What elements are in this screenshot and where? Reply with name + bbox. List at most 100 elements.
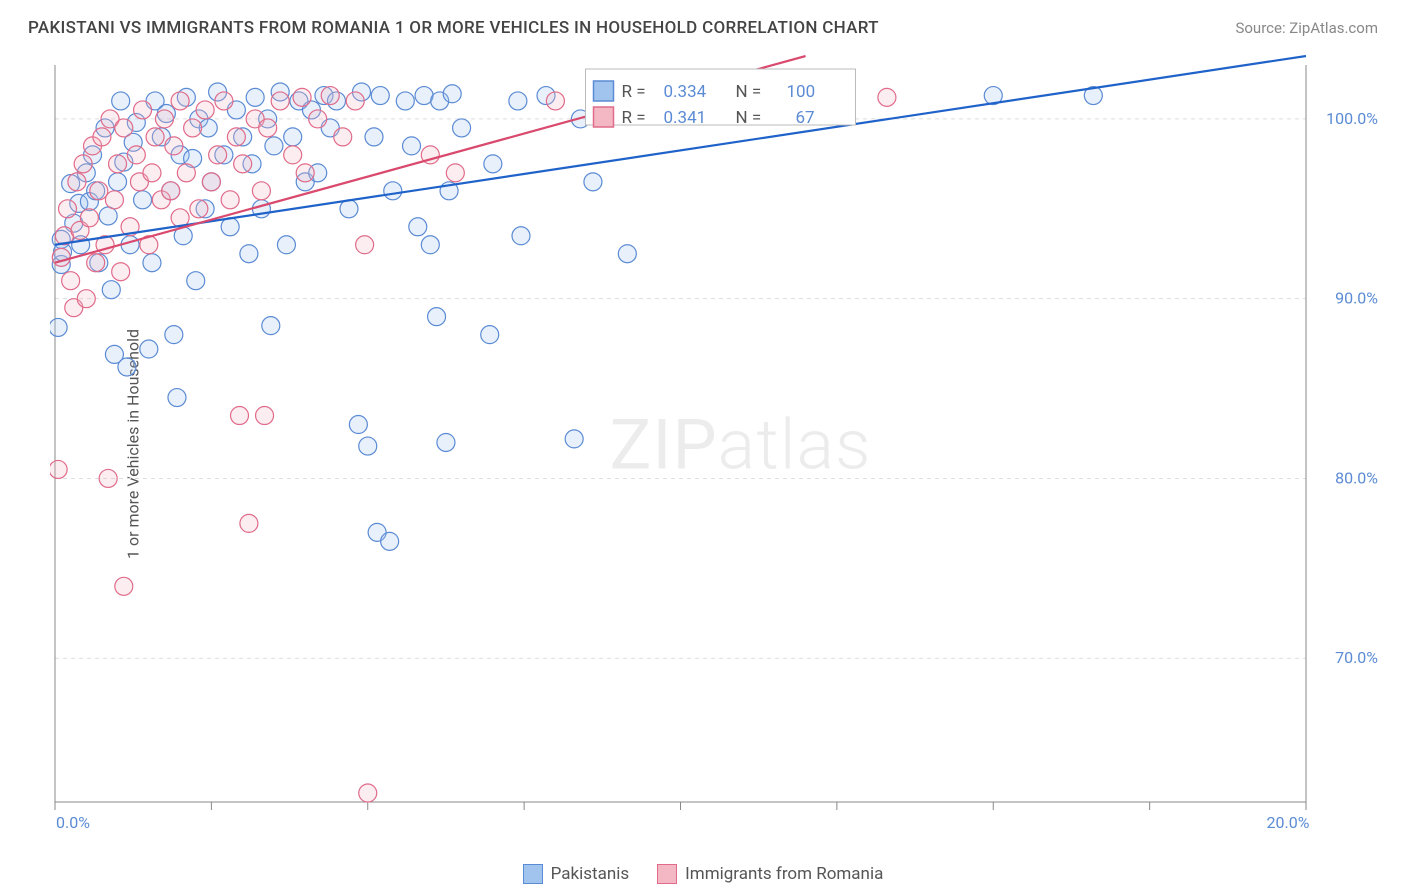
data-point	[146, 128, 164, 146]
data-point	[109, 155, 127, 173]
svg-text:0.0%: 0.0%	[56, 813, 90, 832]
data-point	[346, 92, 364, 110]
data-point	[140, 340, 158, 358]
data-point	[62, 272, 80, 290]
stats-swatch	[594, 81, 614, 101]
legend-item: Immigrants from Romania	[657, 864, 883, 884]
data-point	[90, 182, 108, 200]
data-point	[381, 532, 399, 550]
svg-text:R =: R =	[622, 82, 646, 102]
data-point	[265, 137, 283, 155]
data-point	[168, 389, 186, 407]
chart-source: Source: ZipAtlas.com	[1235, 19, 1378, 37]
data-point	[371, 87, 389, 105]
svg-text:100: 100	[787, 82, 816, 102]
svg-text:N =: N =	[736, 108, 762, 128]
data-point	[356, 236, 374, 254]
data-point	[184, 119, 202, 137]
data-point	[52, 248, 70, 266]
data-point	[340, 200, 358, 218]
data-point	[246, 88, 264, 106]
data-point	[512, 227, 530, 245]
chart-area: 1 or more Vehicles in Household 70.0%80.…	[50, 55, 1386, 832]
data-point	[74, 155, 92, 173]
data-point	[359, 437, 377, 455]
legend-item: Pakistanis	[523, 864, 630, 884]
data-point	[118, 358, 136, 376]
data-point	[221, 191, 239, 209]
data-point	[284, 146, 302, 164]
svg-text:R =: R =	[622, 108, 646, 128]
data-point	[546, 92, 564, 110]
data-point	[618, 245, 636, 263]
data-point	[134, 191, 152, 209]
data-point	[50, 460, 67, 478]
data-point	[252, 182, 270, 200]
data-point	[484, 155, 502, 173]
data-point	[256, 407, 274, 425]
data-point	[155, 110, 173, 128]
data-point	[446, 164, 464, 182]
data-point	[359, 784, 377, 802]
legend-swatch	[657, 864, 677, 884]
data-point	[102, 281, 120, 299]
data-point	[565, 430, 583, 448]
data-point	[190, 200, 208, 218]
data-point	[77, 290, 95, 308]
svg-text:67: 67	[796, 108, 815, 128]
data-point	[321, 87, 339, 105]
data-point	[187, 272, 205, 290]
data-point	[271, 92, 289, 110]
data-point	[127, 146, 145, 164]
data-point	[109, 173, 127, 191]
data-point	[509, 92, 527, 110]
data-point	[196, 101, 214, 119]
data-point	[421, 236, 439, 254]
data-point	[437, 433, 455, 451]
data-point	[99, 469, 117, 487]
svg-text:70.0%: 70.0%	[1335, 648, 1378, 667]
data-point	[349, 416, 367, 434]
svg-text:0.334: 0.334	[664, 82, 707, 102]
svg-text:100.0%: 100.0%	[1326, 109, 1378, 128]
data-point	[112, 92, 130, 110]
data-point	[105, 191, 123, 209]
data-point	[584, 173, 602, 191]
data-point	[68, 173, 86, 191]
data-point	[134, 101, 152, 119]
data-point	[334, 128, 352, 146]
data-point	[262, 317, 280, 335]
data-point	[409, 218, 427, 236]
legend-label: Pakistanis	[551, 864, 630, 884]
data-point	[231, 407, 249, 425]
stats-swatch	[594, 107, 614, 127]
data-point	[143, 254, 161, 272]
data-point	[878, 88, 896, 106]
svg-text:0.341: 0.341	[664, 108, 707, 128]
data-point	[115, 577, 133, 595]
svg-text:ZIPatlas: ZIPatlas	[610, 405, 872, 487]
data-point	[143, 164, 161, 182]
data-point	[165, 137, 183, 155]
chart-title: PAKISTANI VS IMMIGRANTS FROM ROMANIA 1 O…	[28, 18, 879, 38]
data-point	[202, 173, 220, 191]
data-point	[227, 128, 245, 146]
data-point	[259, 119, 277, 137]
data-point	[80, 209, 98, 227]
legend: Pakistanis Immigrants from Romania	[0, 864, 1406, 884]
svg-text:N =: N =	[736, 82, 762, 102]
data-point	[403, 137, 421, 155]
data-point	[396, 92, 414, 110]
data-point	[384, 182, 402, 200]
data-point	[365, 128, 383, 146]
data-point	[59, 200, 77, 218]
data-point	[428, 308, 446, 326]
data-point	[293, 88, 311, 106]
scatter-plot: 70.0%80.0%90.0%100.0%0.0%20.0%ZIPatlasR …	[50, 55, 1386, 832]
data-point	[165, 326, 183, 344]
data-point	[296, 164, 314, 182]
data-point	[443, 85, 461, 103]
data-point	[215, 92, 233, 110]
svg-text:80.0%: 80.0%	[1335, 468, 1378, 487]
data-point	[277, 236, 295, 254]
